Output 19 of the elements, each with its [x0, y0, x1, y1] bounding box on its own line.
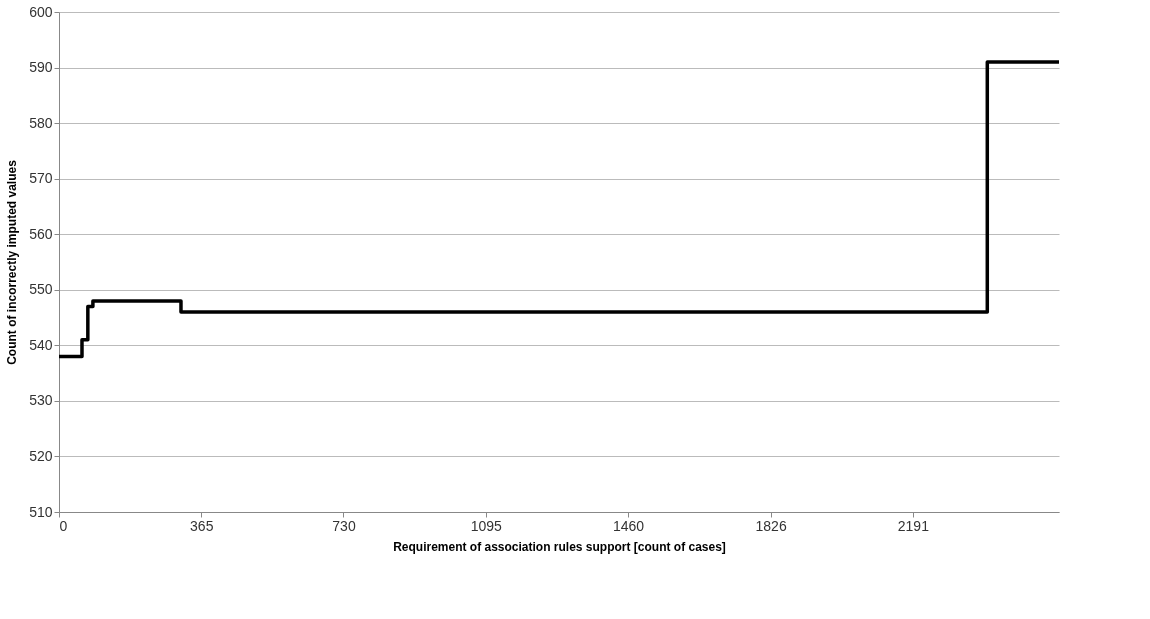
y-tick-label: 560 — [29, 225, 53, 242]
x-axis-title: Requirement of association rules support [count of cases] — [393, 539, 726, 554]
y-tick-label: 530 — [29, 392, 53, 409]
x-tick-label: 2191 — [897, 517, 930, 534]
x-tick-label: 1095 — [470, 517, 503, 534]
y-tick-label: 580 — [29, 114, 53, 131]
y-tick-label: 510 — [29, 503, 53, 520]
x-tick-label: 365 — [190, 517, 214, 534]
y-axis-title: Count of incorrectly imputed values — [5, 159, 20, 365]
x-tick-label: 1460 — [612, 517, 645, 534]
y-tick-label: 540 — [29, 336, 53, 353]
y-tick-label: 590 — [29, 59, 53, 76]
x-tick-label: 0 — [59, 517, 68, 534]
y-tick-label: 570 — [29, 170, 53, 187]
x-tick-label: 1826 — [755, 517, 787, 534]
x-tick-label: 730 — [332, 517, 356, 534]
y-tick-label: 600 — [29, 3, 53, 20]
y-tick-label: 520 — [29, 447, 53, 464]
y-tick-label: 550 — [29, 281, 53, 298]
